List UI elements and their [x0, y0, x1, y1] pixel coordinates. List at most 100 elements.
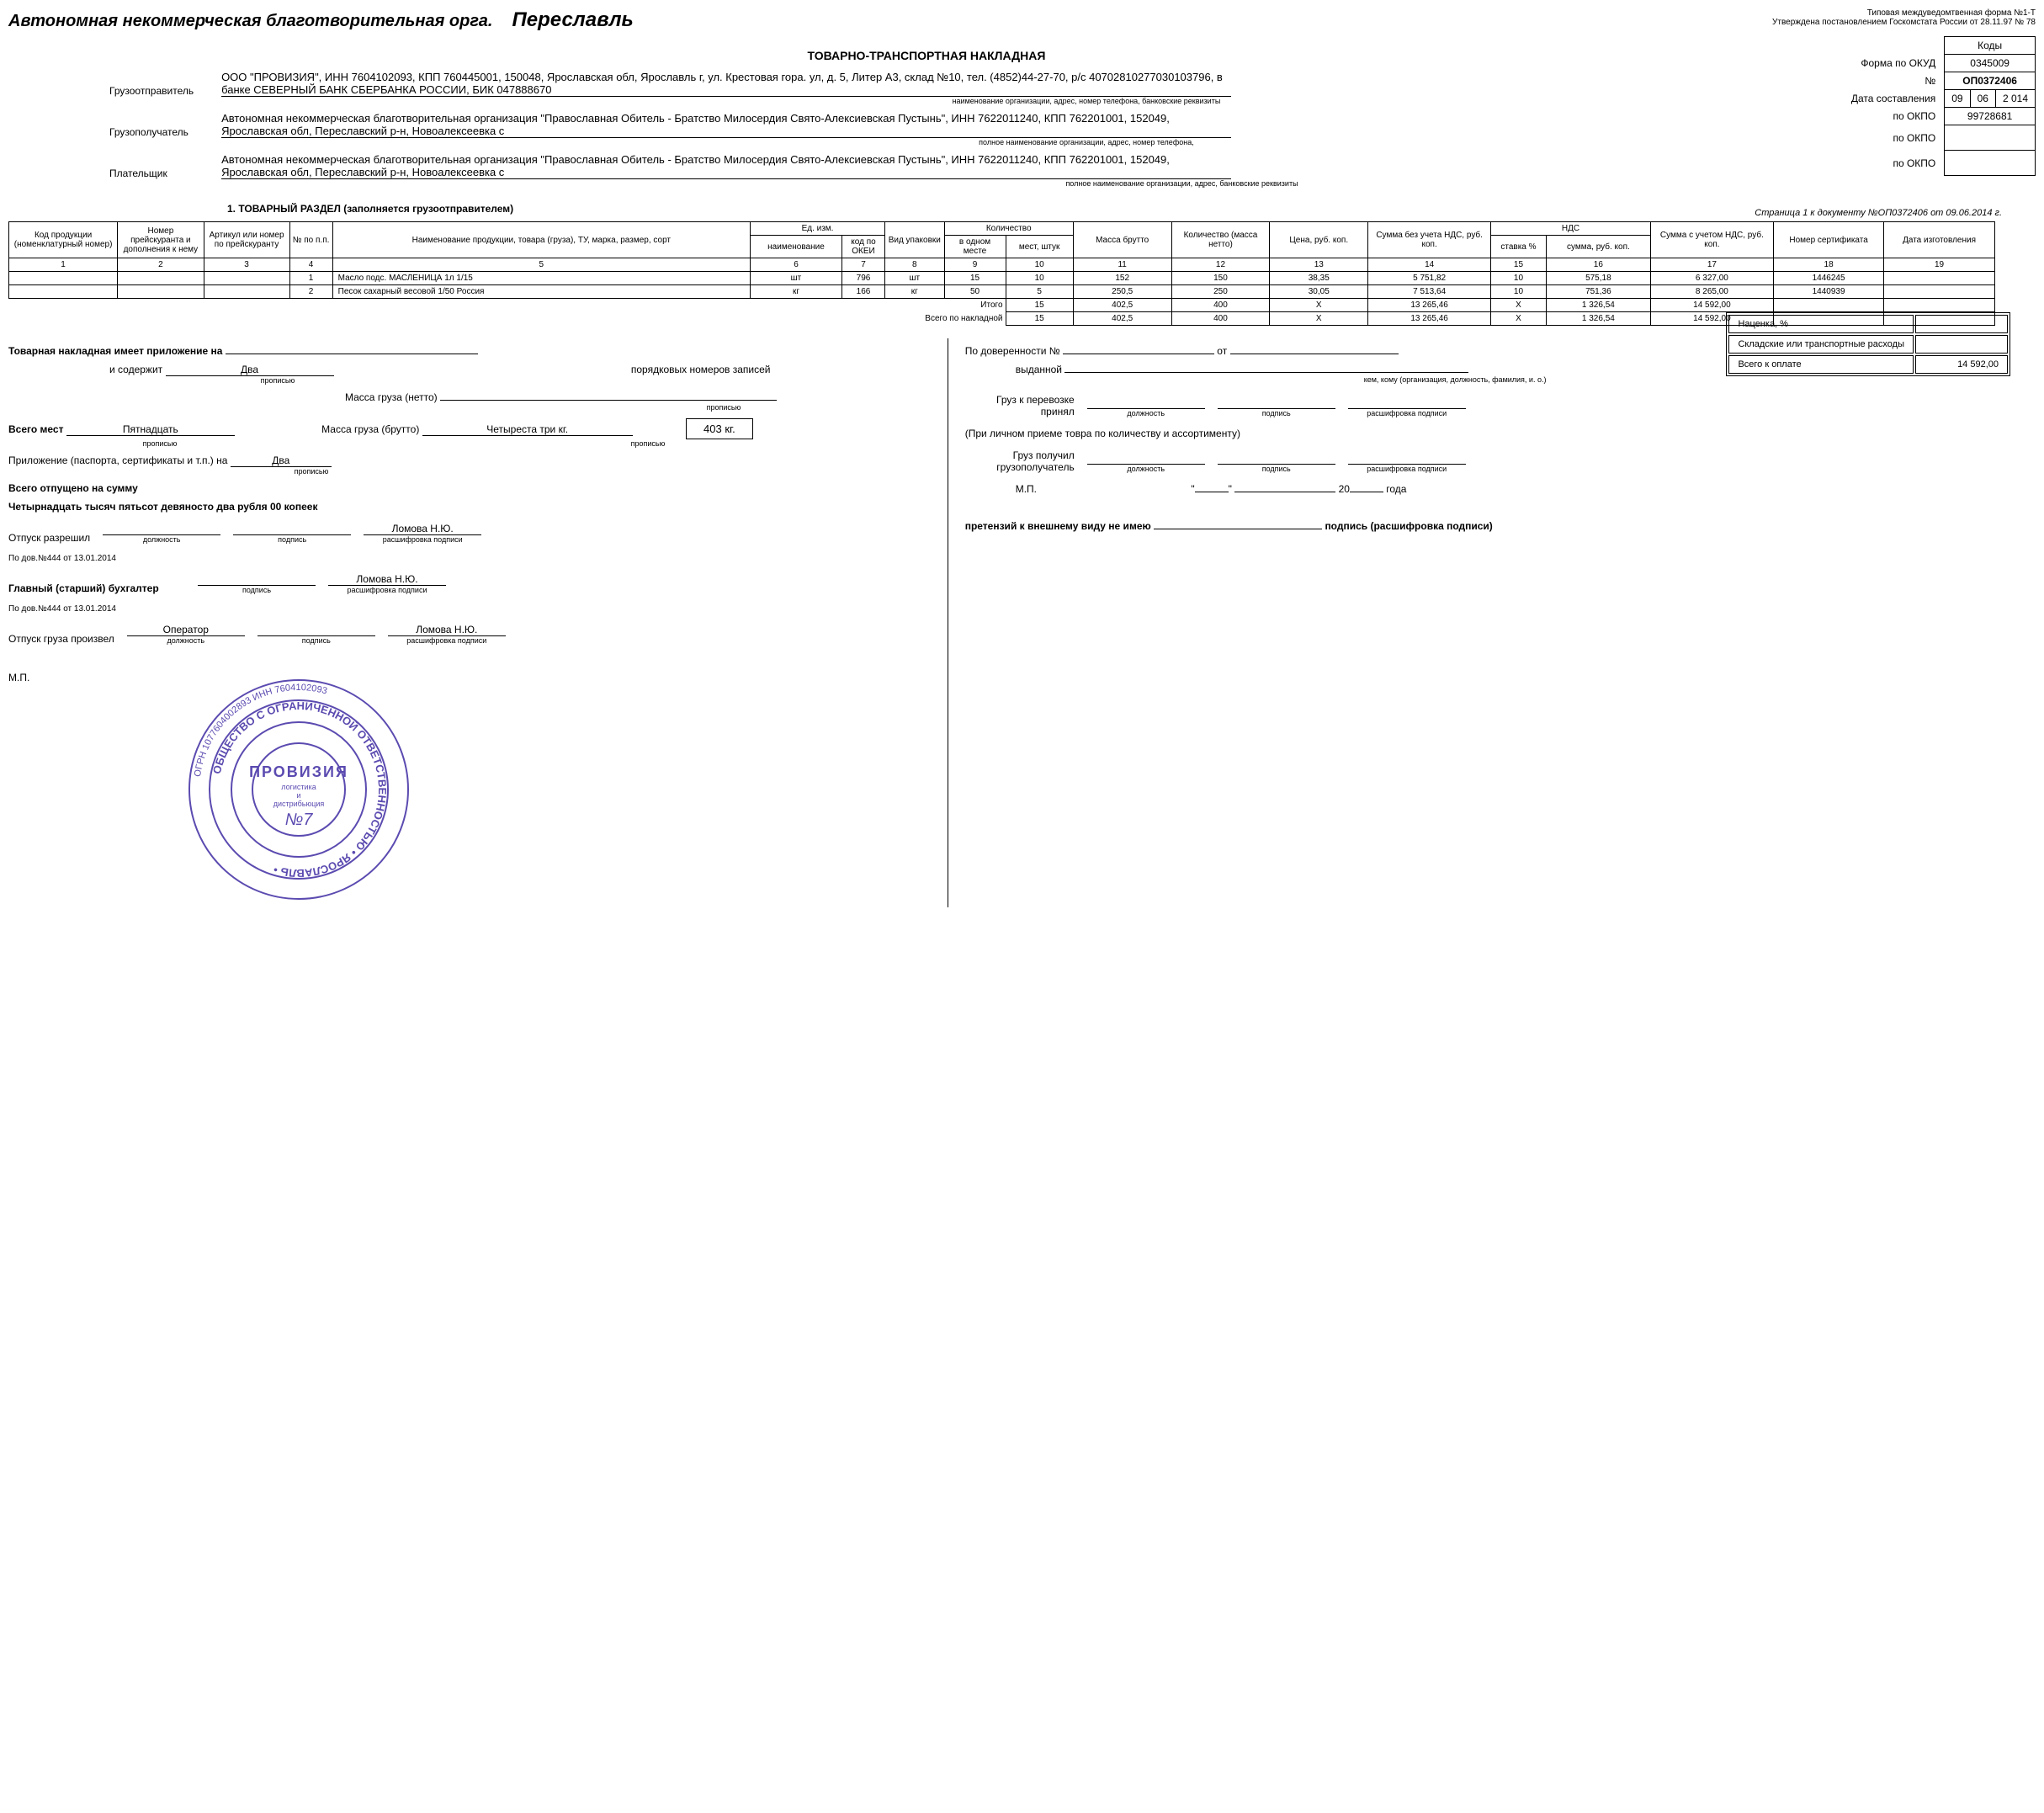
n11: 11: [1073, 258, 1171, 272]
bottom-right: По доверенности № от выданной кем, кому …: [948, 338, 1727, 907]
propisyu-1: прописью: [194, 376, 362, 385]
dolzhnost-r1: должность: [1087, 409, 1205, 417]
itogo-rate: Х: [1491, 299, 1547, 312]
stamp-no: №7: [285, 811, 314, 829]
mass-brutto-text: Четыреста три кг.: [422, 423, 633, 436]
okpo-label-1: по ОКПО: [1845, 108, 1945, 125]
dolzhnost-3: должность: [127, 636, 245, 645]
no-label: №: [1845, 72, 1945, 90]
row-date: [1884, 272, 1995, 285]
row-brutto: 152: [1073, 272, 1171, 285]
lomova-3: Ломова Н.Ю.: [388, 624, 506, 636]
rasshifrovka-3: расшифровка подписи: [388, 636, 506, 645]
h-c8: Вид упаковки: [885, 222, 945, 258]
stamp: ОГРН 1077604002893 ИНН 7604102093 ОБЩЕСТ…: [181, 672, 417, 907]
itogo-brutto: 402,5: [1073, 299, 1171, 312]
n5: 5: [332, 258, 750, 272]
n19: 19: [1884, 258, 1995, 272]
vsego-sum-no-nds: 13 265,46: [1368, 312, 1491, 326]
mass-netto-label: Масса груза (нетто): [345, 391, 438, 403]
mp-right: М.П.: [1016, 483, 1037, 495]
n2: 2: [118, 258, 204, 272]
okud: 0345009: [1945, 55, 2036, 72]
form-note-1: Типовая междуведомтвенная форма №1-Т: [1772, 8, 2036, 18]
vsego-brutto: 402,5: [1073, 312, 1171, 326]
podpis-2: подпись: [198, 586, 316, 594]
h-c16: сумма, руб. коп.: [1546, 236, 1650, 258]
lichno: (При личном приеме товра по количеству и…: [965, 428, 1727, 439]
okpo-3: [1945, 151, 2036, 176]
h-c5: Наименование продукции, товара (груза), …: [332, 222, 750, 258]
vsego-row: Всего по накладной 15 402,5 400 Х 13 265…: [9, 312, 1995, 326]
sum-words: Четырнадцать тысяч пятьсот девяносто два…: [8, 501, 922, 513]
date-label: Дата составления: [1845, 90, 1945, 108]
vsego-nds-sum: 1 326,54: [1546, 312, 1650, 326]
h-c7: код по ОКЕИ: [841, 236, 884, 258]
sender-label: Грузоотправитель: [109, 85, 219, 97]
kem-sub: кем, кому (организация, должность, фамил…: [1184, 375, 1727, 384]
sklad-label: Складские или транспортные расходы: [1728, 335, 1914, 354]
release-done-row: Отпуск груза произвел Оператордолжность …: [8, 624, 922, 645]
gruz-poluchil-row: Груз получил грузополучатель должность п…: [965, 449, 1727, 473]
row-name: Масло подс. МАСЛЕНИЦА 1л 1/15: [332, 272, 750, 285]
row-sum-nds: 8 265,00: [1650, 285, 1773, 299]
h-kol: Количество: [944, 222, 1073, 236]
dov-ref-2: По дов.№444 от 13.01.2014: [8, 604, 922, 614]
n6: 6: [751, 258, 842, 272]
n8: 8: [885, 258, 945, 272]
lomova-1: Ломова Н.Ю.: [364, 523, 481, 535]
section-1-title: 1. ТОВАРНЫЙ РАЗДЕЛ (заполняется грузоотп…: [227, 203, 513, 215]
sum-label: Всего отпущено на сумму: [8, 482, 922, 494]
table-row: 2 Песок сахарный весовой 1/50 Россия кг …: [9, 285, 1995, 299]
n12: 12: [1171, 258, 1270, 272]
h-c6: наименование: [751, 236, 842, 258]
rasshifrovka-1: расшифровка подписи: [364, 535, 481, 544]
row-rate: 10: [1491, 272, 1547, 285]
gruz-poluchil-1: Груз получил: [965, 449, 1075, 461]
mass-box: 403 кг.: [686, 418, 753, 439]
doverennost-label: По доверенности №: [965, 345, 1060, 357]
row-pp: 2: [289, 285, 332, 299]
kody-header: Коды: [1945, 37, 2036, 55]
form-note: Типовая междуведомтвенная форма №1-Т Утв…: [1772, 8, 2036, 27]
podpis-rassh: подпись (расшифровка подписи): [1325, 520, 1492, 532]
n7: 7: [841, 258, 884, 272]
h-c18: Номер сертификата: [1773, 222, 1883, 258]
chief-acc-label: Главный (старший) бухгалтер: [8, 582, 185, 594]
mp-left: М.П.: [8, 672, 29, 683]
podpis-1: подпись: [233, 535, 351, 544]
doc-number: ОП0372406: [1945, 72, 2036, 90]
h-c2: Номер прейскуранта и дополнения к нему: [118, 222, 204, 258]
row-netto: 250: [1171, 285, 1270, 299]
page-reference: Страница 1 к документу №ОП0372406 от 09.…: [1755, 208, 2002, 218]
n4: 4: [289, 258, 332, 272]
vsego-netto: 400: [1171, 312, 1270, 326]
row-name: Песок сахарный весовой 1/50 Россия: [332, 285, 750, 299]
n9: 9: [944, 258, 1006, 272]
n15: 15: [1491, 258, 1547, 272]
ot-label: от: [1217, 345, 1227, 357]
release-allowed-row: Отпуск разрешил должность подпись Ломова…: [8, 523, 922, 544]
row-places: 5: [1006, 285, 1073, 299]
n18: 18: [1773, 258, 1883, 272]
document-title: ТОВАРНО-ТРАНСПОРТНАЯ НАКЛАДНАЯ: [8, 49, 2036, 62]
row-sum-no-nds: 7 513,64: [1368, 285, 1491, 299]
header: Автономная некоммерческая благотворитель…: [8, 8, 2036, 32]
gruz-poluchil-2: грузополучатель: [965, 461, 1075, 473]
propisyu-3: прописью: [118, 439, 202, 448]
release-allowed-label: Отпуск разрешил: [8, 532, 90, 544]
row-okei: 796: [841, 272, 884, 285]
h-nds: НДС: [1491, 222, 1651, 236]
gruz-prinyal-2: принял: [965, 406, 1075, 417]
table-row: 1 Масло подс. МАСЛЕНИЦА 1л 1/15 шт 796 ш…: [9, 272, 1995, 285]
receiver-sub: полное наименование организации, адрес, …: [328, 138, 2036, 146]
row-pp: 1: [289, 272, 332, 285]
propisyu-2: прописью: [640, 403, 808, 412]
n10: 10: [1006, 258, 1073, 272]
itogo-label: Итого: [9, 299, 1006, 312]
app-val: Два: [231, 455, 332, 467]
stamp-sub2: и: [297, 791, 301, 800]
rasshifrovka-r2: расшифровка подписи: [1348, 465, 1466, 473]
attach-label: Товарная накладная имеет приложение на: [8, 345, 222, 357]
vsego-places: 15: [1006, 312, 1073, 326]
